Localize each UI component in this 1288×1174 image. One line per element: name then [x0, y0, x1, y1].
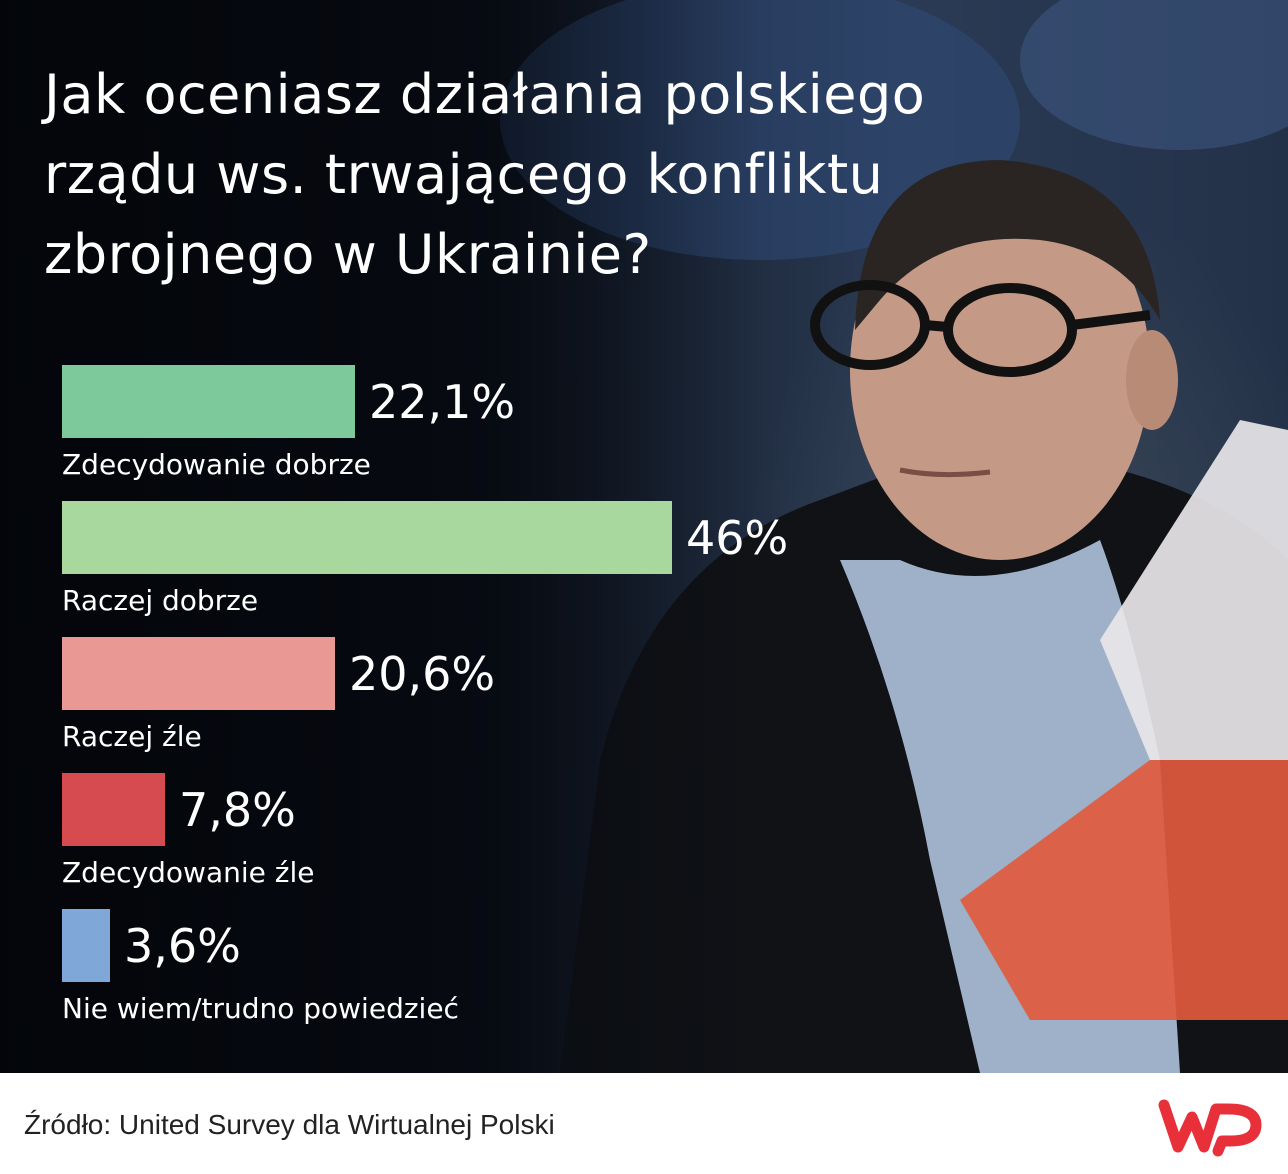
footer: Źródło: United Survey dla Wirtualnej Pol… — [0, 1073, 1288, 1174]
value-label-2: 46% — [686, 511, 789, 565]
hair-shape — [855, 160, 1160, 330]
category-label-4: Zdecydowanie źle — [62, 856, 315, 889]
category-label-3: Raczej źle — [62, 720, 202, 753]
value-label-5: 3,6% — [124, 919, 241, 973]
glasses-shape — [810, 280, 1151, 377]
chart-title: Jak oceniasz działania polskiego rządu w… — [44, 63, 926, 286]
bar-chart: 22,1% Zdecydowanie dobrze 46% Raczej dobrze… — [62, 365, 789, 1025]
category-label-5: Nie wiem/trudno powiedzieć — [62, 992, 459, 1025]
wp-logo-icon — [1158, 1099, 1262, 1157]
bar-1 — [62, 365, 355, 438]
bar-3 — [62, 637, 335, 710]
bar-2 — [62, 501, 672, 574]
ear-shape — [1126, 330, 1178, 430]
bar-5 — [62, 909, 110, 982]
category-label-2: Raczej dobrze — [62, 584, 259, 617]
portrait-illustration — [500, 0, 1288, 1073]
background-light-glow-right — [1020, 0, 1288, 150]
value-label-1: 22,1% — [369, 375, 516, 429]
polish-flag-shape — [960, 420, 1288, 1020]
mouth-shape — [899, 467, 991, 478]
bar-4 — [62, 773, 165, 846]
category-label-1: Zdecydowanie dobrze — [62, 448, 371, 481]
value-label-3: 20,6% — [349, 647, 496, 701]
value-label-4: 7,8% — [179, 783, 296, 837]
source-note: Źródło: United Survey dla Wirtualnej Pol… — [24, 1109, 555, 1140]
